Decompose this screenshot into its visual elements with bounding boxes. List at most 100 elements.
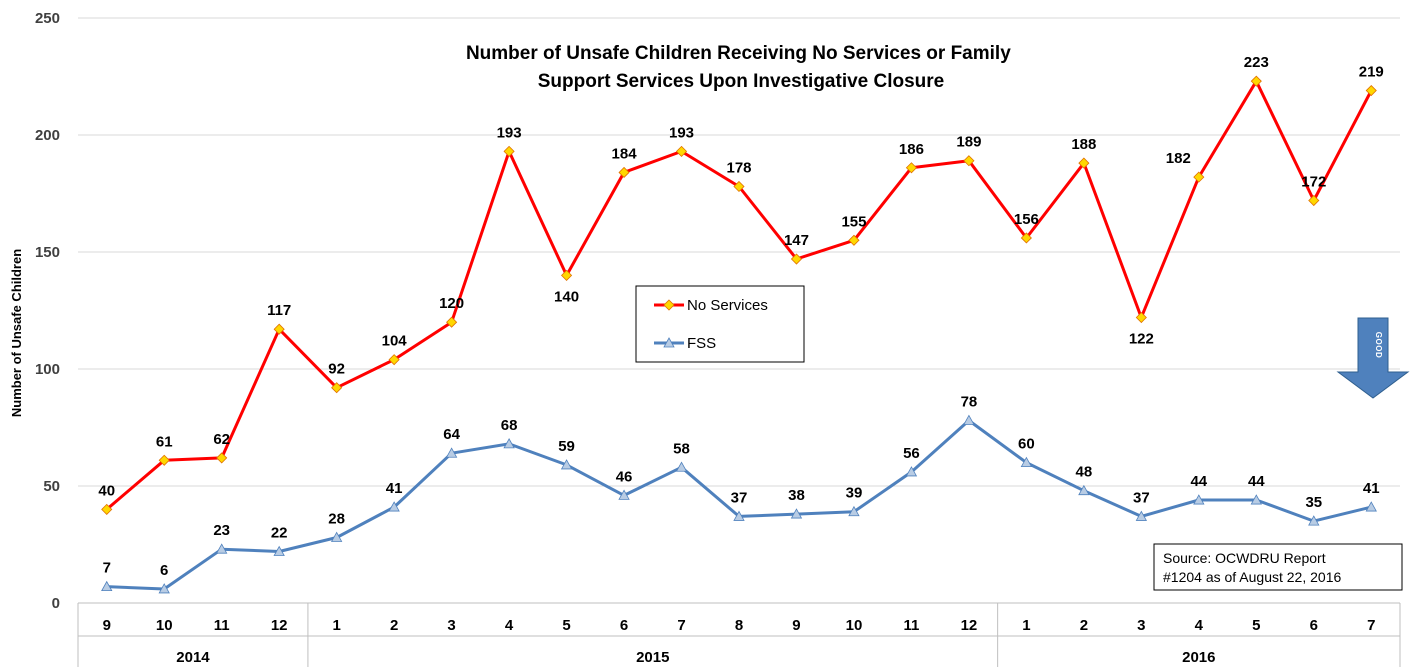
fss-data-label: 28 [328,510,345,527]
fss-point [101,580,113,592]
fss-point [848,505,860,517]
x-tick-label: 12 [271,617,288,634]
year-label: 2015 [636,649,669,666]
no-services-data-label: 189 [956,134,981,151]
fss-data-label: 48 [1076,464,1093,481]
x-tick-label: 2 [390,617,398,634]
x-tick-label: 4 [505,617,514,634]
x-tick-label: 11 [214,617,230,634]
legend-no-services-marker [663,299,675,311]
no-services-point [273,323,285,335]
x-tick-label: 5 [562,617,570,634]
no-services-data-label: 184 [612,145,638,162]
no-services-data-label: 219 [1359,64,1384,81]
fss-data-label: 22 [271,525,288,542]
x-tick-label: 12 [961,617,978,634]
no-services-point [158,454,170,466]
fss-data-label: 23 [213,522,230,539]
no-services-point [331,382,343,394]
y-axis-ticks: 0 50 100 150 200 250 [35,10,60,612]
fss-data-label: 6 [160,562,168,579]
fss-data-label: 60 [1018,436,1035,453]
fss-point [1308,515,1320,526]
no-services-data-label: 40 [98,482,115,499]
fss-data-label: 78 [961,393,978,410]
legend-no-services-label: No Services [687,297,768,314]
no-services-point [1250,75,1262,87]
no-services-data-label: 193 [497,124,522,141]
no-services-point [618,166,630,179]
chart-title-line-1: Number of Unsafe Children Receiving No S… [466,43,1011,64]
fss-point [273,545,285,556]
fss-data-label: 41 [386,480,403,497]
no-services-data-label: 193 [669,124,694,141]
no-services-point [790,253,803,265]
no-services-point [560,269,573,281]
y-tick-label: 200 [35,127,60,144]
x-tick-label: 2 [1080,617,1088,634]
fss-data-label: 39 [846,485,863,502]
no-services-data-label: 223 [1244,54,1269,71]
fss-point [733,510,745,521]
chart-title: Number of Unsafe Children Receiving No S… [466,43,1016,92]
no-services-data-label: 62 [213,431,230,448]
no-services-point [905,162,918,174]
chart-title-line-2: Support Services Upon Investigative Clos… [538,71,945,92]
no-services-point [388,354,400,366]
fss-point [560,459,573,470]
legend-fss-label: FSS [687,335,716,352]
fss-data-label: 35 [1305,494,1322,511]
fss-point [1078,484,1090,496]
y-tick-label: 100 [35,361,60,378]
no-services-point [1078,157,1090,169]
source-note: Source: OCWDRU Report #1204 as of August… [1153,543,1403,591]
no-services-data-label: 140 [554,288,579,305]
no-services-data-label: 186 [899,141,924,158]
no-services-data-label: 61 [156,433,173,450]
fss-data-label: 38 [788,487,805,504]
fss-point [1193,494,1205,505]
source-box [1153,543,1403,591]
x-tick-label: 9 [792,617,800,634]
fss-point [963,414,975,425]
no-services-data-label: 178 [726,159,751,176]
fss-point [388,501,400,512]
y-tick-label: 0 [52,595,60,612]
x-tick-label: 11 [904,617,920,634]
x-tick-label: 9 [103,617,111,634]
no-services-data-label: 155 [841,213,866,230]
fss-data-label: 64 [443,426,460,443]
x-tick-label: 10 [156,617,173,634]
no-services-point [1193,171,1205,183]
fss-point [1365,501,1377,512]
fss-data-label: 41 [1363,480,1380,497]
no-services-data-label: 104 [382,333,408,350]
fss-point [790,508,803,519]
legend: No Services FSS [635,285,805,363]
fss-point [905,466,918,477]
fss-point [216,543,228,554]
no-services-data-label: 122 [1129,331,1154,348]
fss-data-label: 46 [616,468,633,485]
data-labels: 40 61 62 117 92 104 120 193 140 184 193 178 147 155 18… [98,54,1383,579]
no-services-point [963,155,975,167]
no-services-data-label: 117 [267,302,291,319]
fss-point [503,438,515,449]
no-services-point [1020,232,1032,244]
y-tick-label: 150 [35,244,60,261]
down-arrow-icon [1336,317,1410,399]
fss-data-label: 7 [103,560,111,577]
fss-data-label: 44 [1190,473,1207,490]
no-services-point [503,145,515,157]
no-services-point [446,316,458,328]
x-tick-label: 7 [1367,617,1375,634]
fss-point [1020,456,1033,467]
fss-point [445,447,458,458]
fss-data-label: 68 [501,417,518,434]
y-tick-label: 250 [35,10,60,27]
y-tick-label: 50 [43,478,60,495]
x-tick-label: 5 [1252,617,1260,634]
fss-point [158,583,170,594]
x-tick-label: 1 [332,617,340,634]
